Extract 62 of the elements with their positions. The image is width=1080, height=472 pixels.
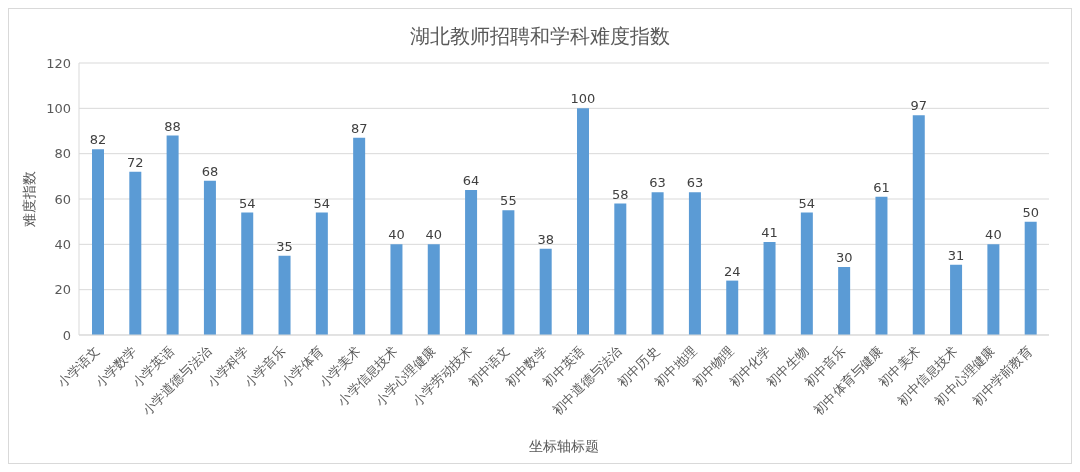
data-label: 24 bbox=[723, 263, 741, 279]
data-label: 41 bbox=[761, 225, 778, 241]
y-tick-label: 120 bbox=[46, 55, 71, 71]
chart-title: 湖北教师招聘和学科难度指数 bbox=[409, 23, 671, 50]
data-label: 63 bbox=[649, 175, 666, 191]
data-label: 50 bbox=[1022, 204, 1039, 220]
bar bbox=[166, 135, 179, 335]
data-label: 82 bbox=[89, 132, 107, 148]
y-tick-label: 80 bbox=[54, 146, 71, 162]
y-tick-label: 20 bbox=[54, 282, 71, 298]
bar bbox=[651, 192, 664, 335]
data-label: 72 bbox=[127, 154, 144, 170]
y-axis-title: 难度指数 bbox=[20, 171, 37, 228]
bar bbox=[278, 255, 291, 335]
y-tick-label: 40 bbox=[54, 236, 71, 252]
bar bbox=[427, 244, 440, 335]
data-label: 30 bbox=[835, 250, 853, 265]
data-label: 38 bbox=[537, 231, 554, 247]
data-label: 40 bbox=[388, 227, 405, 243]
data-label: 40 bbox=[425, 227, 443, 243]
data-label: 54 bbox=[238, 195, 256, 211]
data-label: 40 bbox=[985, 227, 1002, 243]
y-tick-label: 100 bbox=[46, 100, 71, 116]
bar bbox=[950, 264, 963, 335]
data-label: 35 bbox=[276, 238, 293, 254]
bar bbox=[390, 244, 403, 335]
data-label: 55 bbox=[500, 193, 517, 209]
bar bbox=[577, 108, 589, 335]
bar bbox=[465, 189, 478, 335]
bar bbox=[353, 137, 366, 335]
bar bbox=[688, 192, 701, 335]
bar bbox=[763, 242, 776, 335]
data-label: 100 bbox=[570, 91, 596, 107]
data-label: 64 bbox=[462, 172, 480, 188]
data-label: 31 bbox=[947, 247, 965, 263]
data-label: 61 bbox=[873, 179, 890, 195]
bar bbox=[726, 280, 739, 335]
bar bbox=[1024, 221, 1037, 335]
bar bbox=[838, 267, 851, 335]
data-label: 97 bbox=[910, 98, 928, 114]
bar bbox=[241, 212, 254, 335]
bar bbox=[539, 248, 552, 335]
y-tick-label: 0 bbox=[62, 327, 71, 343]
data-label: 58 bbox=[612, 186, 629, 202]
bar bbox=[800, 212, 813, 335]
bar bbox=[502, 210, 515, 335]
bar bbox=[987, 244, 1000, 335]
data-label: 63 bbox=[686, 175, 704, 191]
data-label: 68 bbox=[201, 163, 219, 179]
x-axis-title: 坐标轴标题 bbox=[529, 438, 599, 454]
y-tick-label: 60 bbox=[54, 191, 71, 207]
bar bbox=[614, 203, 627, 335]
data-label: 54 bbox=[798, 195, 816, 211]
data-label: 88 bbox=[164, 118, 181, 134]
bar bbox=[92, 149, 104, 335]
bar bbox=[203, 180, 216, 335]
data-label: 87 bbox=[350, 120, 368, 136]
bar bbox=[129, 171, 142, 335]
bar bbox=[875, 196, 888, 335]
data-label: 54 bbox=[313, 195, 331, 211]
bar bbox=[912, 115, 925, 335]
bar bbox=[315, 212, 328, 335]
